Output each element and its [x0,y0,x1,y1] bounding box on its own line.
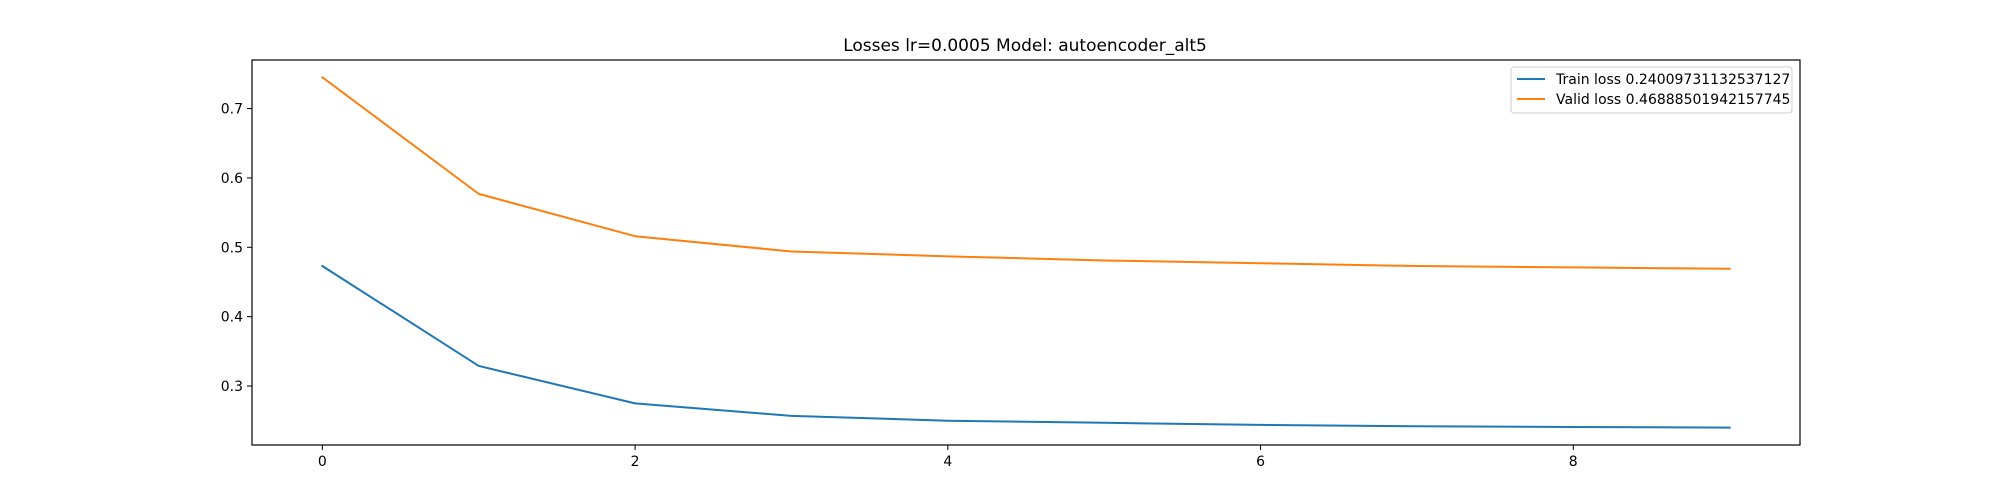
x-tick-label-2: 4 [943,454,952,470]
legend: Train loss 0.24009731132537127 Valid loss… [1510,66,1793,114]
x-tick-label-0: 0 [318,454,327,470]
x-tick-label-4: 8 [1569,454,1578,470]
y-tick-label-3: 0.6 [221,171,243,187]
chart-title: Losses lr=0.0005 Model: autoencoder_alt5 [843,36,1207,56]
y-tick-label-2: 0.5 [221,240,243,256]
legend-box [1510,66,1793,114]
ticks-layer: 0 2 4 6 8 0.3 0.4 0.5 0.6 0.7 [221,102,1578,470]
legend-label-0: Train loss 0.24009731132537127 [1555,72,1790,88]
legend-label-1: Valid loss 0.46888501942157745 [1556,92,1790,108]
series-layer [320,75,1731,429]
series-line-0 [320,264,1731,429]
y-tick-label-4: 0.7 [221,102,243,118]
series-line-1 [320,75,1731,270]
y-tick-label-1: 0.4 [221,310,243,326]
x-tick-label-3: 6 [1256,454,1265,470]
y-tick-label-0: 0.3 [221,379,243,395]
x-tick-label-1: 2 [631,454,640,470]
plot-frame [251,59,1801,446]
